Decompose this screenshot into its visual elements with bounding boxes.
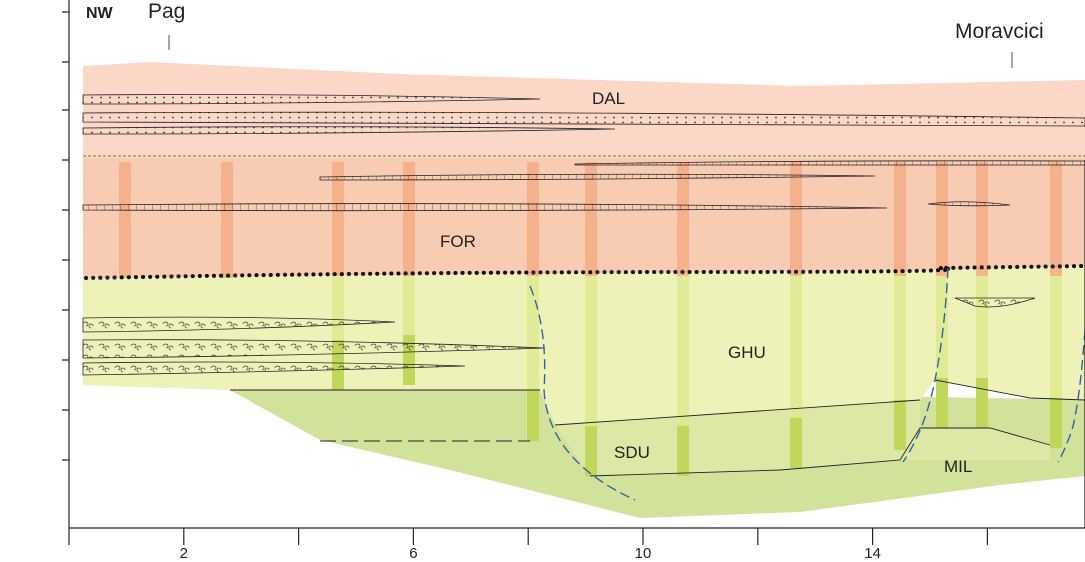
well-base	[527, 391, 539, 441]
well-upper	[936, 162, 948, 276]
well-upper	[221, 162, 233, 276]
x-tick-label: 10	[635, 545, 652, 562]
direction-label: NW	[86, 5, 114, 22]
well-upper	[976, 162, 988, 276]
unit-label: SDU	[614, 443, 650, 462]
unit-label: MIL	[944, 457, 972, 476]
dal-layer	[83, 62, 1085, 158]
well-base	[677, 426, 689, 476]
well-base	[894, 400, 906, 450]
well-base	[790, 418, 802, 468]
x-tick-label: 14	[864, 545, 881, 562]
well-upper	[790, 162, 802, 276]
well-upper	[894, 162, 906, 276]
location-label: Moravcici	[955, 20, 1044, 43]
well-base	[403, 335, 415, 385]
unit-label: DAL	[592, 89, 625, 108]
unit-label: GHU	[728, 343, 766, 362]
well-base	[936, 378, 948, 428]
well-base	[585, 426, 597, 476]
well-upper	[1050, 162, 1062, 276]
unit-label: FOR	[440, 232, 476, 251]
well-base	[1050, 398, 1062, 448]
location-label: Pag	[148, 0, 185, 23]
well-upper	[677, 162, 689, 276]
well-upper	[119, 162, 131, 276]
x-axis: 2 6 10 14	[180, 528, 988, 562]
well-base	[976, 378, 988, 428]
x-tick-label: 6	[409, 545, 417, 562]
cross-section: 261014 NW Pag Moravcici DAL FOR GHU SDU …	[0, 0, 1085, 562]
x-tick-label: 2	[180, 545, 188, 562]
